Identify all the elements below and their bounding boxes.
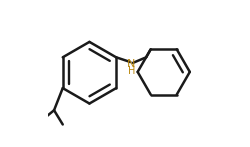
- Text: N: N: [127, 59, 135, 69]
- Text: H: H: [128, 66, 135, 76]
